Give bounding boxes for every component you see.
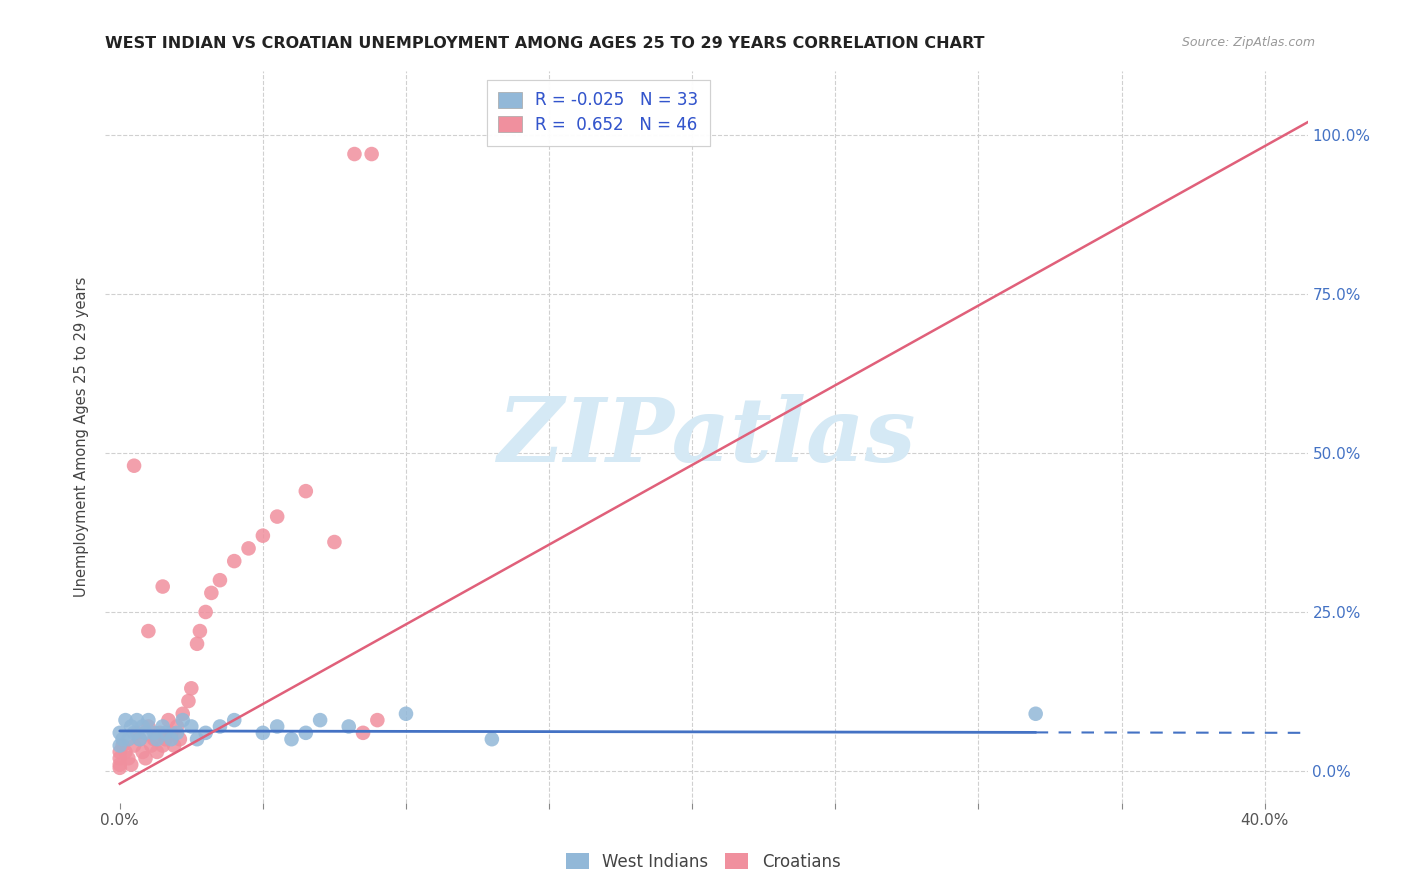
Point: [166, 726, 188, 740]
Point: [252, 726, 274, 740]
Point: [108, 761, 131, 775]
Point: [208, 719, 231, 733]
Point: [122, 726, 145, 740]
Point: [120, 757, 142, 772]
Point: [295, 484, 318, 499]
Point: [108, 757, 131, 772]
Point: [200, 586, 222, 600]
Point: [152, 580, 174, 594]
Point: [128, 732, 150, 747]
Point: [114, 745, 136, 759]
Point: [149, 726, 172, 740]
Point: [108, 745, 131, 759]
Point: [160, 726, 183, 740]
Point: [160, 732, 183, 747]
Point: [131, 745, 153, 759]
Point: [194, 605, 217, 619]
Legend: R = -0.025   N = 33, R =  0.652   N = 46: R = -0.025 N = 33, R = 0.652 N = 46: [486, 79, 710, 145]
Point: [146, 745, 169, 759]
Point: [360, 147, 382, 161]
Point: [180, 681, 202, 696]
Point: [323, 535, 346, 549]
Point: [117, 751, 139, 765]
Point: [143, 732, 166, 747]
Point: [266, 509, 288, 524]
Point: [117, 732, 139, 747]
Point: [352, 726, 374, 740]
Point: [395, 706, 418, 721]
Point: [143, 726, 166, 740]
Point: [186, 637, 208, 651]
Point: [111, 732, 134, 747]
Point: [108, 739, 131, 753]
Point: [138, 719, 160, 733]
Legend: West Indians, Croatians: West Indians, Croatians: [557, 845, 849, 880]
Point: [108, 726, 131, 740]
Point: [166, 719, 188, 733]
Point: [481, 732, 503, 747]
Point: [131, 719, 153, 733]
Point: [337, 719, 360, 733]
Point: [138, 624, 160, 638]
Text: WEST INDIAN VS CROATIAN UNEMPLOYMENT AMONG AGES 25 TO 29 YEARS CORRELATION CHART: WEST INDIAN VS CROATIAN UNEMPLOYMENT AMO…: [105, 36, 986, 51]
Point: [366, 713, 388, 727]
Point: [135, 751, 157, 765]
Text: Source: ZipAtlas.com: Source: ZipAtlas.com: [1181, 36, 1315, 49]
Point: [122, 739, 145, 753]
Point: [224, 554, 246, 568]
Point: [135, 726, 157, 740]
Point: [155, 726, 177, 740]
Point: [157, 713, 180, 727]
Point: [122, 458, 145, 473]
Point: [125, 726, 148, 740]
Point: [114, 713, 136, 727]
Point: [1025, 706, 1047, 721]
Point: [188, 624, 211, 638]
Point: [111, 739, 134, 753]
Point: [208, 573, 231, 587]
Y-axis label: Unemployment Among Ages 25 to 29 years: Unemployment Among Ages 25 to 29 years: [75, 277, 90, 598]
Point: [309, 713, 332, 727]
Point: [172, 706, 194, 721]
Point: [295, 726, 318, 740]
Point: [280, 732, 302, 747]
Point: [125, 713, 148, 727]
Point: [128, 732, 150, 747]
Point: [108, 751, 131, 765]
Point: [169, 732, 191, 747]
Point: [163, 739, 186, 753]
Point: [266, 719, 288, 733]
Point: [146, 732, 169, 747]
Point: [152, 719, 174, 733]
Point: [177, 694, 200, 708]
Point: [172, 713, 194, 727]
Point: [224, 713, 246, 727]
Point: [343, 147, 366, 161]
Text: ZIPatlas: ZIPatlas: [498, 394, 915, 480]
Point: [138, 713, 160, 727]
Point: [155, 732, 177, 747]
Point: [152, 739, 174, 753]
Point: [194, 726, 217, 740]
Point: [141, 739, 163, 753]
Point: [186, 732, 208, 747]
Point: [238, 541, 260, 556]
Point: [252, 529, 274, 543]
Point: [180, 719, 202, 733]
Point: [120, 719, 142, 733]
